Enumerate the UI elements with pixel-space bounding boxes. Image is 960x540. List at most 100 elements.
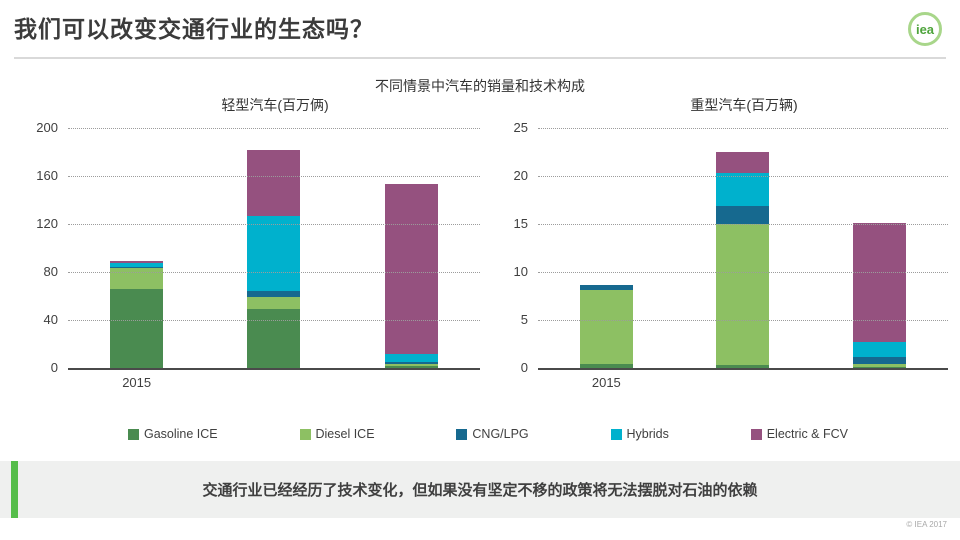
light-duty-vehicles-chart: 轻型汽车(百万俩) 0 40 80 120 160 200 2015 bbox=[10, 94, 480, 390]
x-axis-labels: 2015 bbox=[502, 375, 948, 390]
stacked-bar bbox=[110, 261, 164, 368]
bar-segment bbox=[247, 291, 301, 298]
bar-segment bbox=[853, 223, 907, 343]
legend-swatch-icon bbox=[610, 428, 622, 440]
y-axis-tick-label: 200 bbox=[36, 120, 58, 135]
plot-area bbox=[68, 128, 480, 370]
heavy-duty-vehicles-chart: 重型汽车(百万辆) 0 5 10 15 20 25 2015 bbox=[502, 94, 948, 390]
iea-logo-icon: iea bbox=[908, 12, 942, 46]
bar-segment bbox=[716, 173, 770, 206]
gridline bbox=[538, 224, 948, 225]
key-message-text: 交通行业已经经历了技术变化，但如果没有坚定不移的政策将无法摆脱对石油的依赖 bbox=[202, 482, 758, 499]
bar-segment bbox=[384, 365, 438, 368]
gridline bbox=[538, 272, 948, 273]
gridline bbox=[68, 176, 480, 177]
legend-swatch-icon bbox=[750, 428, 762, 440]
legend-label: Diesel ICE bbox=[315, 427, 375, 441]
iea-logo-text: iea bbox=[915, 21, 935, 37]
gridline bbox=[538, 176, 948, 177]
bars-container bbox=[68, 128, 480, 368]
bar-segment bbox=[247, 309, 301, 368]
legend: Gasoline ICE Diesel ICE CNG/LPG Hybrids Elec… bbox=[128, 427, 848, 441]
plot-row: 0 5 10 15 20 25 bbox=[502, 120, 948, 375]
legend-item: CNG/LPG bbox=[456, 427, 529, 441]
gridline bbox=[68, 320, 480, 321]
y-axis-tick-label: 10 bbox=[513, 264, 528, 279]
chart-group-subtitle: 不同情景中汽车的销量和技术构成 bbox=[375, 78, 585, 94]
banner-accent-bar bbox=[11, 461, 18, 518]
legend-item: Diesel ICE bbox=[299, 427, 375, 441]
bar-segment bbox=[247, 149, 301, 216]
chart-title: 重型汽车(百万辆) bbox=[690, 97, 798, 113]
legend-swatch-icon bbox=[128, 428, 139, 440]
y-axis-tick-label: 120 bbox=[36, 216, 58, 231]
gridline bbox=[538, 128, 948, 129]
plot-area bbox=[538, 128, 948, 370]
legend-item: Hybrids bbox=[610, 427, 669, 441]
bar-segment bbox=[579, 290, 633, 365]
bar-segment bbox=[384, 364, 438, 366]
bar-segment bbox=[716, 365, 770, 368]
charts-row: 轻型汽车(百万俩) 0 40 80 120 160 200 2015 重型汽车(百万辆) … bbox=[10, 94, 948, 390]
x-axis-label bbox=[850, 375, 910, 390]
bar-segment bbox=[853, 367, 907, 368]
bar-segment bbox=[716, 224, 770, 366]
gridline bbox=[68, 224, 480, 225]
y-axis-tick-label: 5 bbox=[520, 312, 528, 327]
bar-segment bbox=[384, 184, 438, 354]
y-axis-tick-label: 80 bbox=[43, 264, 58, 279]
y-axis-tick-label: 0 bbox=[50, 360, 58, 375]
gridline bbox=[68, 272, 480, 273]
x-axis-label bbox=[381, 375, 441, 390]
x-axis-label: 2015 bbox=[122, 375, 152, 390]
bar-segment bbox=[384, 353, 438, 363]
bar-segment bbox=[853, 357, 907, 365]
x-axis-label: 2015 bbox=[591, 375, 621, 390]
legend-swatch-icon bbox=[299, 428, 311, 440]
bar-segment bbox=[716, 152, 770, 174]
x-axis-label bbox=[244, 375, 304, 390]
key-message-banner: 交通行业已经经历了技术变化，但如果没有坚定不移的政策将无法摆脱对石油的依赖 bbox=[0, 461, 960, 518]
stacked-bar bbox=[384, 184, 438, 368]
legend-swatch-icon bbox=[456, 428, 468, 440]
stacked-bar bbox=[716, 152, 770, 368]
legend-item: Gasoline ICE bbox=[128, 427, 218, 441]
bar-segment bbox=[716, 205, 770, 225]
y-axis-tick-label: 15 bbox=[513, 216, 528, 231]
header-divider bbox=[14, 57, 946, 59]
bar-segment bbox=[384, 362, 438, 365]
bar-segment bbox=[110, 266, 164, 269]
bars-container bbox=[538, 128, 948, 368]
legend-label: Electric & FCV bbox=[766, 427, 848, 441]
gridline bbox=[68, 128, 480, 129]
plot-row: 0 40 80 120 160 200 bbox=[10, 120, 480, 375]
bar-segment bbox=[110, 268, 164, 289]
legend-item: Electric & FCV bbox=[750, 427, 848, 441]
legend-label: CNG/LPG bbox=[472, 427, 529, 441]
page-title: 我们可以改变交通行业的生态吗？ bbox=[14, 16, 374, 43]
bar-segment bbox=[579, 284, 633, 291]
legend-label: Hybrids bbox=[626, 427, 669, 441]
y-axis-tick-label: 20 bbox=[513, 168, 528, 183]
y-axis-tick-label: 160 bbox=[36, 168, 58, 183]
bar-segment bbox=[853, 364, 907, 368]
stacked-bar bbox=[247, 149, 301, 368]
y-axis: 0 5 10 15 20 25 bbox=[502, 120, 538, 375]
y-axis: 0 40 80 120 160 200 bbox=[10, 120, 68, 375]
bar-segment bbox=[110, 261, 164, 264]
chart-title: 轻型汽车(百万俩) bbox=[221, 97, 329, 113]
bar-segment bbox=[579, 364, 633, 368]
y-axis-tick-label: 0 bbox=[520, 360, 528, 375]
copyright-text: © IEA 2017 bbox=[906, 520, 947, 529]
stacked-bar bbox=[579, 284, 633, 368]
bar-segment bbox=[110, 288, 164, 368]
y-axis-tick-label: 40 bbox=[43, 312, 58, 327]
bar-segment bbox=[110, 263, 164, 267]
legend-label: Gasoline ICE bbox=[144, 427, 218, 441]
gridline bbox=[538, 320, 948, 321]
x-axis-labels: 2015 bbox=[10, 375, 480, 390]
stacked-bar bbox=[853, 223, 907, 368]
bar-segment bbox=[247, 297, 301, 310]
y-axis-tick-label: 25 bbox=[513, 120, 528, 135]
